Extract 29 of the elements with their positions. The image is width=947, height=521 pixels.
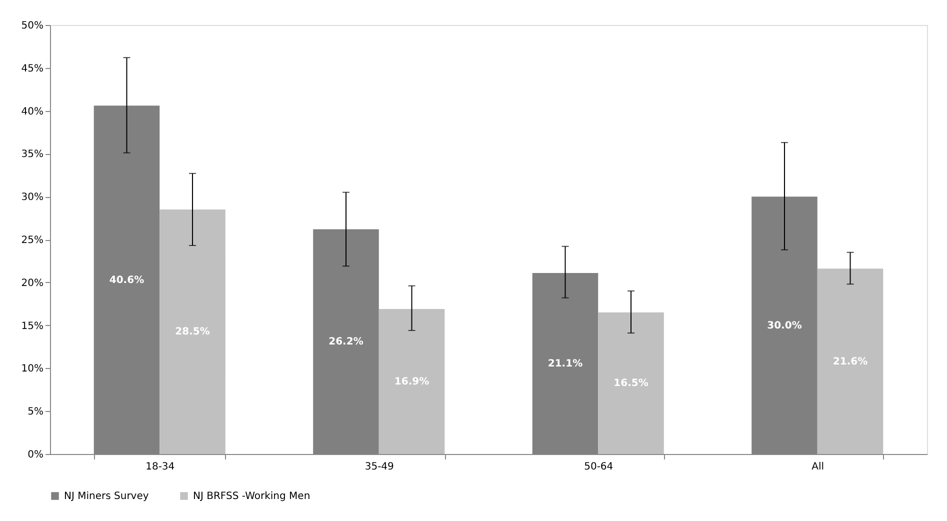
data-label: 16.9% xyxy=(394,376,430,388)
y-tick-label: 35% xyxy=(21,149,44,160)
legend-label: NJ Miners Survey xyxy=(64,491,149,502)
data-label: 16.5% xyxy=(614,378,648,390)
y-tick-label: 30% xyxy=(21,192,44,204)
x-tick-label: 50-64 xyxy=(584,462,614,472)
data-label: 30.0% xyxy=(767,320,802,332)
y-tick-label: 0% xyxy=(28,450,44,460)
y-tick-label: 40% xyxy=(21,106,44,118)
data-label: 21.1% xyxy=(548,358,583,370)
y-tick-label: 10% xyxy=(21,364,44,375)
data-label: 21.6% xyxy=(832,356,868,368)
legend-label: NJ BRFSS -Working Men xyxy=(193,491,310,502)
data-label: 26.2% xyxy=(328,336,364,348)
bar xyxy=(378,309,445,454)
x-tick-label: 18-34 xyxy=(146,462,175,472)
y-tick-label: 50% xyxy=(21,20,44,32)
y-tick-label: 15% xyxy=(21,320,44,332)
data-label: 28.5% xyxy=(175,326,210,338)
x-tick-label: All xyxy=(812,462,824,472)
y-tick-label: 20% xyxy=(21,278,44,289)
y-tick-label: 45% xyxy=(21,63,44,74)
data-label: 40.6% xyxy=(109,274,144,286)
bar xyxy=(817,268,884,454)
y-tick-label: 5% xyxy=(28,406,44,418)
y-tick-label: 25% xyxy=(21,235,44,246)
x-tick-label: 35-49 xyxy=(364,462,394,472)
bar xyxy=(160,209,226,454)
bar xyxy=(598,312,664,454)
